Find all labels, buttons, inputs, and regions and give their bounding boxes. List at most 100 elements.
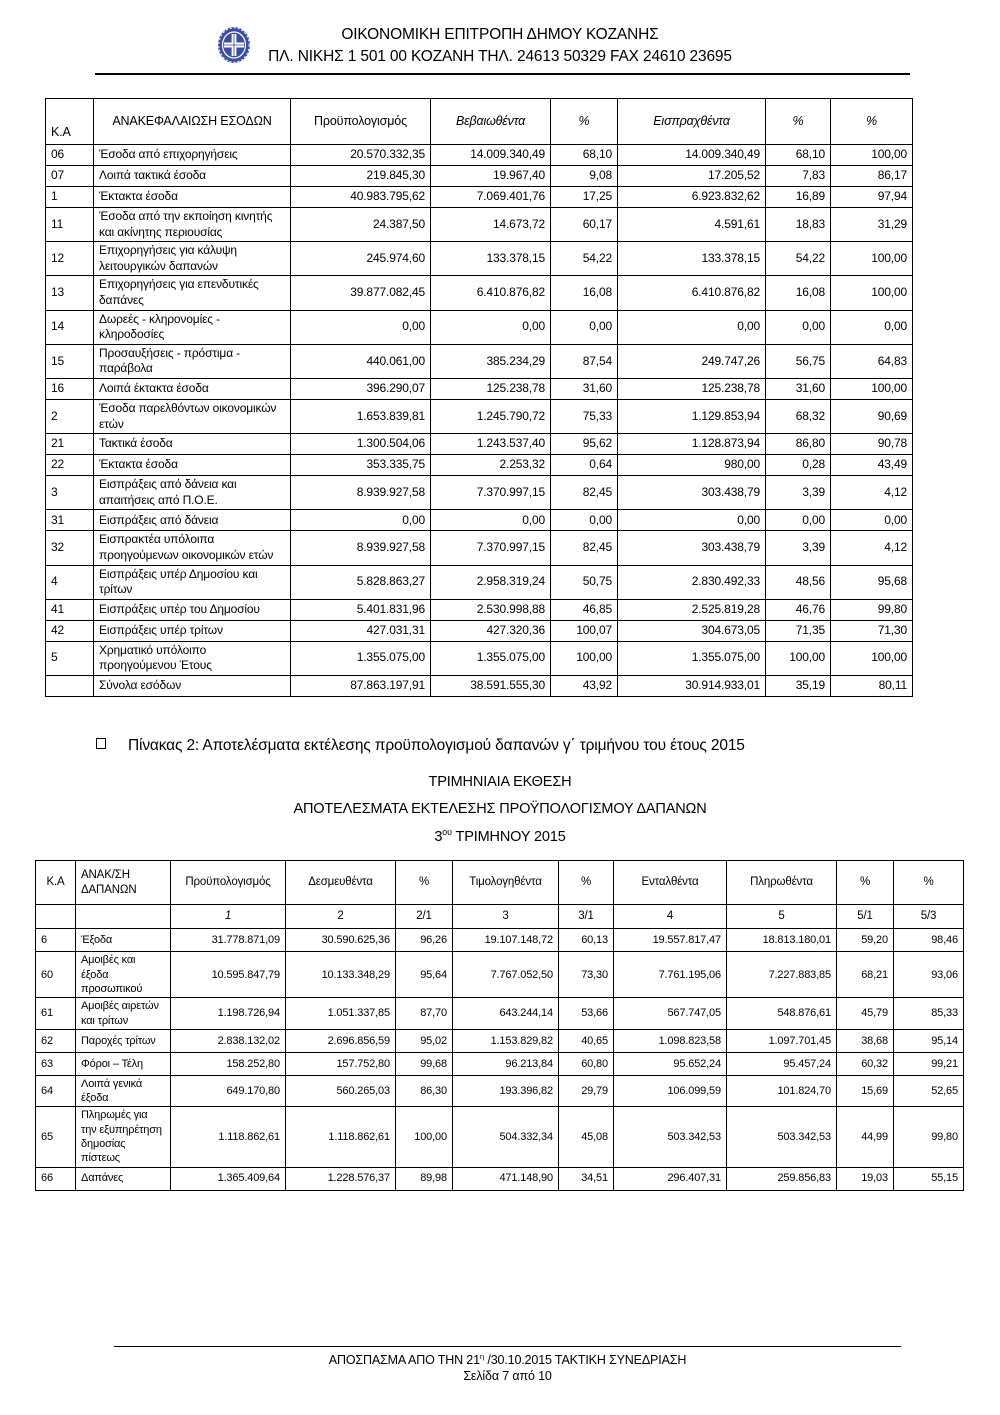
value-cell: 87.863.197,91 [290, 674, 431, 697]
value-cell: 6.410.876,82 [430, 275, 551, 311]
label-cell: Επιχορηγήσεις για επενδυτικές δαπάνες [93, 275, 291, 311]
value-cell: 97,94 [830, 186, 913, 208]
value-cell: 30.914.933,01 [617, 674, 766, 697]
value-cell: 158.252,80 [170, 1051, 286, 1076]
value-cell: 504.332,34 [452, 1106, 559, 1168]
value-cell: 38,68 [836, 1028, 894, 1053]
value-cell: 353.335,75 [290, 454, 431, 477]
table-row: 32 Εισπρακτέα υπόλοιπα προηγούμενων οικον… [45, 530, 913, 566]
value-cell: 82,45 [550, 475, 618, 511]
value-cell: 18.813.180,01 [726, 928, 837, 953]
footer-session-suffix: /30.10.2015 ΤΑΚΤΙΚΗ ΣΥΝΕΔΡΙΑΣΗ [484, 1353, 687, 1368]
value-cell: 16,89 [765, 186, 831, 208]
value-cell: 7.370.997,15 [430, 475, 551, 511]
value-cell: 14.673,72 [430, 206, 551, 243]
column-header: % [830, 98, 913, 145]
table-row: 15 Προσαυξήσεις - πρόστιμα - παράβολα 440.… [45, 343, 913, 379]
expenses-table-body: 6 Έξοδα 31.778.871,09 30.590.625,36 96,26 19.… [35, 928, 964, 1191]
value-cell: 245.974,60 [290, 241, 431, 277]
label-cell: Έκτακτα έσοδα [93, 454, 291, 477]
value-cell: 296.407,31 [613, 1166, 727, 1191]
value-cell: 0,00 [830, 309, 913, 345]
table-row: 11 Έσοδα από την εκποίηση κινητής και ακί… [45, 206, 913, 243]
value-cell: 48,56 [765, 564, 831, 600]
code-cell: 31 [45, 509, 94, 532]
value-cell: 385.234,29 [430, 343, 551, 379]
value-cell: 90,78 [830, 433, 913, 456]
code-cell: 1 [45, 186, 94, 208]
table-row: 64 Λοιπά γενικά έξοδα 649.170,80 560.265,03… [35, 1074, 964, 1108]
value-cell: 1.355.075,00 [290, 640, 431, 676]
value-cell: 548.876,61 [726, 997, 837, 1030]
table-row: 6 Έξοδα 31.778.871,09 30.590.625,36 96,26 19.… [35, 928, 964, 953]
value-cell: 40,65 [558, 1028, 614, 1053]
value-cell: 86,30 [395, 1074, 453, 1108]
value-cell: 14.009.340,49 [617, 144, 766, 166]
municipality-emblem-icon [217, 26, 251, 64]
column-number: 4 [613, 904, 727, 930]
value-cell: 99,80 [893, 1106, 964, 1168]
value-cell: 43,92 [550, 674, 618, 697]
value-cell: 100,00 [830, 640, 913, 676]
value-cell: 38.591.555,30 [430, 674, 551, 697]
value-cell: 68,10 [550, 144, 618, 166]
value-cell: 59,20 [836, 928, 894, 953]
value-cell: 303.438,79 [617, 475, 766, 511]
value-cell: 55,15 [893, 1166, 964, 1191]
value-cell: 0,00 [617, 509, 766, 532]
value-cell: 2.696.856,59 [285, 1028, 396, 1053]
value-cell: 17.205,52 [617, 165, 766, 187]
value-cell: 649.170,80 [170, 1074, 286, 1108]
value-cell: 980,00 [617, 454, 766, 477]
column-number: 3 [452, 904, 559, 930]
label-cell: Εισπράξεις υπέρ τρίτων [93, 619, 291, 642]
value-cell: 219.845,30 [290, 165, 431, 187]
report-period-text: ΤΡΙΜΗΝΟΥ 2015 [451, 828, 566, 845]
table-row: 13 Επιχορηγήσεις για επενδυτικές δαπάνες 3… [45, 275, 913, 311]
value-cell: 2.958.319,24 [430, 564, 551, 600]
value-cell: 7.767.052,50 [452, 951, 559, 999]
label-cell: Εισπράξεις υπέρ Δημοσίου και τρίτων [93, 564, 291, 600]
table-row: 2 Έσοδα παρελθόντων οικονομικών ετών 1.653… [45, 398, 913, 435]
value-cell: 427.031,31 [290, 619, 431, 642]
value-cell: 60,80 [558, 1051, 614, 1076]
value-cell: 73,30 [558, 951, 614, 999]
value-cell: 68,32 [765, 398, 831, 435]
column-header: ΑΝΑΚΕΦΑΛΑΙΩΣΗ ΕΣΟΔΩΝ [93, 98, 291, 145]
table-row: 60 Αμοιβές και έξοδα προσωπικού 10.595.847… [35, 951, 964, 999]
code-cell: 3 [45, 475, 94, 511]
value-cell: 193.396,82 [452, 1074, 559, 1108]
label-cell: Έκτακτα έσοδα [93, 186, 291, 208]
column-number: 5/1 [836, 904, 894, 930]
value-cell: 5.401.831,96 [290, 598, 431, 621]
value-cell: 99,68 [395, 1051, 453, 1076]
code-cell: 65 [35, 1106, 76, 1168]
code-cell: 60 [35, 951, 76, 999]
table-row: 12 Επιχορηγήσεις για κάλυψη λειτουργικών … [45, 241, 913, 277]
revenue-table-header: Κ.Α ΑΝΑΚΕΦΑΛΑΙΩΣΗ ΕΣΟΔΩΝ Προϋπολογισμός Βεβ… [45, 98, 913, 145]
value-cell: 19,03 [836, 1166, 894, 1191]
value-cell: 1.118.862,61 [170, 1106, 286, 1168]
value-cell: 89,98 [395, 1166, 453, 1191]
report-period-number: 3 [434, 828, 443, 845]
value-cell: 30.590.625,36 [285, 928, 396, 953]
value-cell: 14.009.340,49 [430, 144, 551, 166]
value-cell: 100,00 [550, 640, 618, 676]
value-cell: 54,22 [550, 241, 618, 277]
value-cell: 1.355.075,00 [430, 640, 551, 676]
value-cell: 1.051.337,85 [285, 997, 396, 1030]
value-cell: 96,26 [395, 928, 453, 953]
value-cell: 303.438,79 [617, 530, 766, 566]
code-cell: 66 [35, 1166, 76, 1191]
value-cell: 503.342,53 [613, 1106, 727, 1168]
value-cell: 4,12 [830, 475, 913, 511]
column-header: Τιμολογηθέντα [452, 860, 559, 906]
value-cell: 9,08 [550, 165, 618, 187]
value-cell: 60,17 [550, 206, 618, 243]
value-cell: 29,79 [558, 1074, 614, 1108]
table-row: 07 Λοιπά τακτικά έσοδα 219.845,30 19.967,40… [45, 165, 913, 187]
label-cell: Έξοδα [75, 928, 171, 953]
code-cell: 64 [35, 1074, 76, 1108]
column-header: Βεβαιωθέντα [430, 98, 551, 145]
value-cell: 85,33 [893, 997, 964, 1030]
